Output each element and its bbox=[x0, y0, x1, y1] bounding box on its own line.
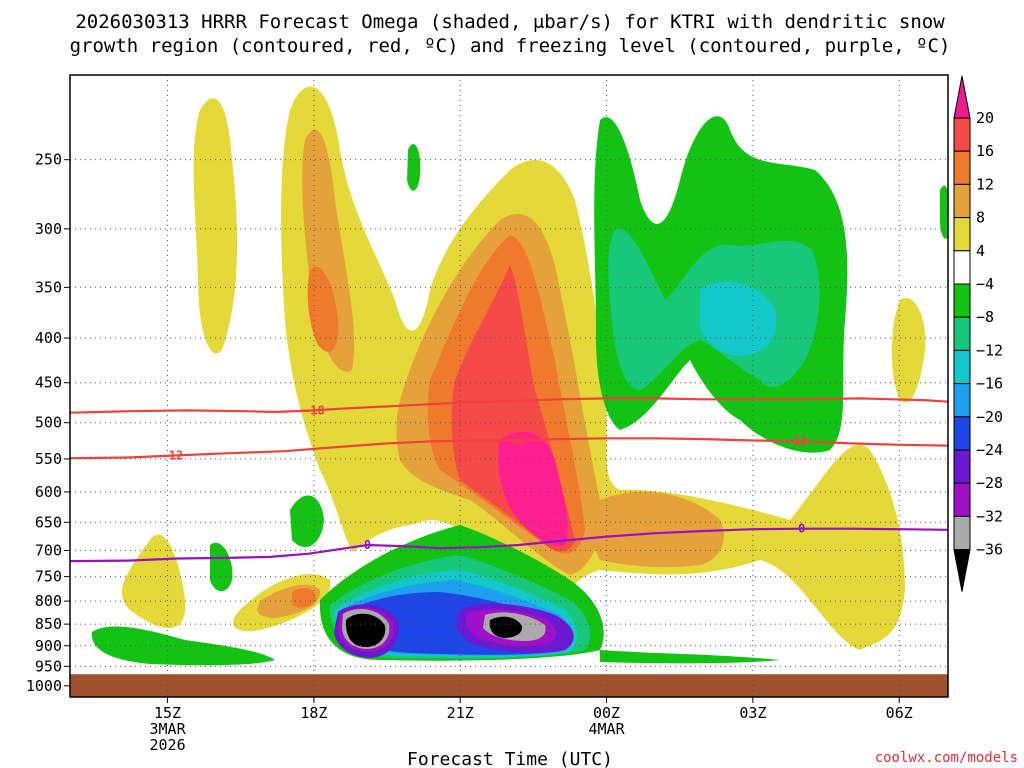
omega-green-lower-left bbox=[91, 626, 275, 666]
colorbar-segment-8 bbox=[953, 383, 971, 418]
colorbar-label-6: −8 bbox=[976, 308, 994, 326]
colorbar-label-5: −4 bbox=[976, 275, 994, 293]
omega-green-patch-2 bbox=[290, 495, 324, 548]
colorbar-label-7: −12 bbox=[976, 341, 1003, 359]
terrain-ground bbox=[70, 674, 948, 697]
contour-freezing-level-0 bbox=[69, 527, 949, 563]
colorbar-bottom-arrow bbox=[953, 549, 971, 592]
colorbar-top-arrow bbox=[953, 75, 971, 119]
colorbar-segment-2 bbox=[953, 183, 971, 219]
contour-label-dgz-minus18-0: -18 bbox=[303, 403, 325, 417]
y-tick-label-350: 350 bbox=[35, 278, 62, 296]
y-tick-label-550: 550 bbox=[35, 450, 62, 468]
chart-title-line1: 2026030313 HRRR Forecast Omega (shaded, … bbox=[75, 11, 945, 33]
plot-frame bbox=[69, 74, 949, 698]
x-tick-sublabel-4mar: 4MAR bbox=[588, 720, 625, 738]
y-tick-label-850: 850 bbox=[35, 615, 62, 633]
x-tick-label-00Z: 00Z bbox=[593, 704, 620, 722]
x-axis-label: Forecast Time (UTC) bbox=[407, 749, 613, 768]
colorbar-label-1: 16 bbox=[976, 142, 994, 160]
y-tick-label-650: 650 bbox=[35, 513, 62, 531]
colorbar-segment-1 bbox=[953, 150, 971, 185]
y-tick-label-950: 950 bbox=[35, 657, 62, 675]
colorbar-label-2: 12 bbox=[976, 175, 994, 193]
chart-title-line2: growth region (contoured, red, ºC) and f… bbox=[70, 35, 951, 57]
y-tick-label-600: 600 bbox=[35, 483, 62, 501]
y-tick-label-400: 400 bbox=[35, 329, 62, 347]
colorbar-segment-9 bbox=[953, 416, 971, 451]
contour-dgz-minus12 bbox=[69, 437, 949, 460]
colorbar-segment-10 bbox=[953, 449, 971, 484]
credit-text: coolwx.com/models bbox=[875, 750, 1018, 766]
contour-label-freezing-level-0-0: 0 bbox=[364, 538, 371, 552]
omega-black-left bbox=[345, 613, 386, 647]
colorbar-label-8: −16 bbox=[976, 375, 1003, 393]
omega-tan-lower-right bbox=[592, 491, 724, 568]
y-tick-label-750: 750 bbox=[35, 568, 62, 586]
x-tick-sublabel-3mar: 3MAR bbox=[149, 720, 186, 738]
colorbar-segment-4 bbox=[953, 250, 971, 285]
y-tick-label-450: 450 bbox=[35, 374, 62, 392]
colorbar-segment-5 bbox=[953, 283, 971, 318]
colorbar-label-0: 20 bbox=[976, 109, 994, 127]
omega-black-right bbox=[489, 616, 523, 638]
omega-yellow-plume-left bbox=[193, 98, 238, 354]
contour-lines: -18 -12 -12 -12 0 0 bbox=[69, 397, 949, 563]
x-tick-label-18Z: 18Z bbox=[300, 704, 327, 722]
omega-green-lower-right bbox=[600, 650, 780, 664]
y-tick-label-900: 900 bbox=[35, 637, 62, 655]
y-tick-label-300: 300 bbox=[35, 220, 62, 238]
contour-label-freezing-level-0-1: 0 bbox=[798, 522, 805, 536]
y-tick-label-700: 700 bbox=[35, 541, 62, 559]
y-tick-label-1000: 1000 bbox=[26, 677, 62, 695]
omega-green-patch-3 bbox=[210, 542, 233, 592]
x-tick-label-06Z: 06Z bbox=[886, 704, 913, 722]
contour-label-dgz-minus12-1: -12 bbox=[503, 434, 525, 448]
colorbar-label-3: 8 bbox=[976, 209, 985, 227]
omega-green-patch-1 bbox=[407, 144, 421, 191]
colorbar-segment-6 bbox=[953, 316, 971, 351]
y-tick-label-250: 250 bbox=[35, 151, 62, 169]
colorbar-label-9: −20 bbox=[976, 408, 1003, 426]
y-tick-label-800: 800 bbox=[35, 592, 62, 610]
colorbar-segment-3 bbox=[953, 217, 971, 252]
colorbar-label-13: −36 bbox=[976, 541, 1003, 559]
colorbar-segment-11 bbox=[953, 482, 971, 517]
x-tick-label-15Z: 15Z bbox=[154, 704, 181, 722]
omega-green-right-edge bbox=[940, 185, 948, 239]
colorbar-label-10: −24 bbox=[976, 441, 1003, 459]
omega-orange-lower-left bbox=[292, 588, 316, 608]
omega-shaded-field bbox=[91, 86, 948, 666]
gridlines bbox=[70, 75, 948, 697]
colorbar-label-12: −32 bbox=[976, 507, 1003, 525]
colorbar-segment-0 bbox=[953, 117, 971, 152]
omega-yellow-main bbox=[281, 86, 906, 650]
omega-cyan-upper-right bbox=[700, 281, 777, 356]
x-tick-sublabel-2026: 2026 bbox=[149, 736, 185, 754]
colorbar: 20 16 12 8 4 −4 −8 −12 −16 −20 −24 −28 −32 −36 bbox=[953, 75, 1003, 592]
contour-dgz-minus18 bbox=[69, 397, 949, 414]
omega-yellow-lower-left bbox=[121, 534, 186, 629]
contour-label-dgz-minus12-2: -12 bbox=[786, 434, 808, 448]
omega-yellow-right bbox=[891, 298, 926, 403]
colorbar-label-4: 4 bbox=[976, 242, 985, 260]
colorbar-label-11: −28 bbox=[976, 474, 1003, 492]
contour-label-dgz-minus12-0: -12 bbox=[162, 448, 184, 462]
x-tick-label-03Z: 03Z bbox=[739, 704, 766, 722]
colorbar-segment-12 bbox=[953, 515, 971, 551]
colorbar-segment-7 bbox=[953, 349, 971, 385]
y-axis: 250 300 350 400 450 500 550 600 650 700 750 800 850 9… bbox=[26, 151, 70, 695]
y-tick-label-500: 500 bbox=[35, 414, 62, 432]
omega-magenta-core bbox=[498, 431, 568, 546]
x-tick-label-21Z: 21Z bbox=[447, 704, 474, 722]
